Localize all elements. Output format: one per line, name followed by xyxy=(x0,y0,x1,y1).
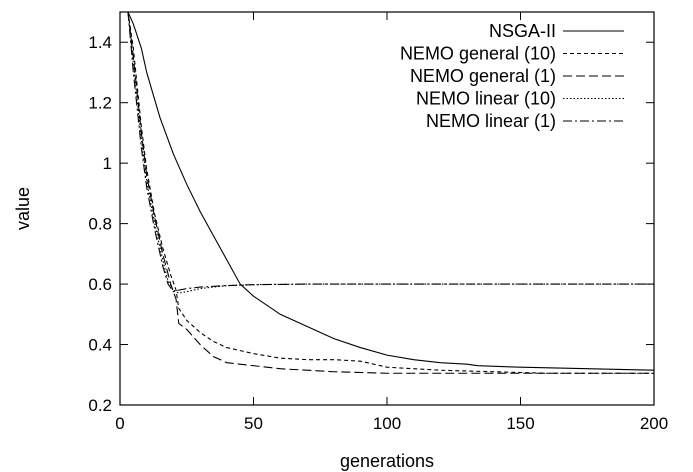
series-line-1 xyxy=(127,12,654,371)
y-tick-label: 0.4 xyxy=(88,336,112,355)
y-tick-label: 1.2 xyxy=(88,94,112,113)
legend-label: NEMO linear (10) xyxy=(416,89,556,109)
x-tick-label: 200 xyxy=(640,414,668,433)
y-tick-label: 1 xyxy=(103,154,112,173)
x-axis: 0 50 100 150 200 xyxy=(115,12,668,433)
series-line-3 xyxy=(127,12,654,374)
y-tick-label: 0.8 xyxy=(88,215,112,234)
x-tick-label: 50 xyxy=(244,414,263,433)
y-tick-label: 0.6 xyxy=(88,275,112,294)
series-line-4 xyxy=(127,12,654,294)
legend-label: NEMO linear (1) xyxy=(426,111,556,131)
y-axis: 0.2 0.4 0.6 0.8 1 1.2 1.4 xyxy=(88,33,654,415)
legend-label: NSGA-II xyxy=(489,21,556,41)
x-tick-label: 100 xyxy=(373,414,401,433)
y-tick-label: 0.2 xyxy=(88,396,112,415)
x-tick-label: 0 xyxy=(115,414,124,433)
series-line-2 xyxy=(127,12,654,374)
legend-label: NEMO general (10) xyxy=(400,44,556,64)
y-tick-label: 1.4 xyxy=(88,33,112,52)
x-axis-label: generations xyxy=(340,451,434,471)
y-axis-label: value xyxy=(13,187,33,230)
series-line-5 xyxy=(127,12,654,293)
x-tick-label: 150 xyxy=(506,414,534,433)
plot-area xyxy=(119,11,655,406)
plot-frame xyxy=(119,11,655,406)
legend: NSGA-II NEMO general (10)NEMO general (1)… xyxy=(400,21,624,131)
legend-label: NEMO general (1) xyxy=(410,66,556,86)
series-layer xyxy=(127,12,654,374)
